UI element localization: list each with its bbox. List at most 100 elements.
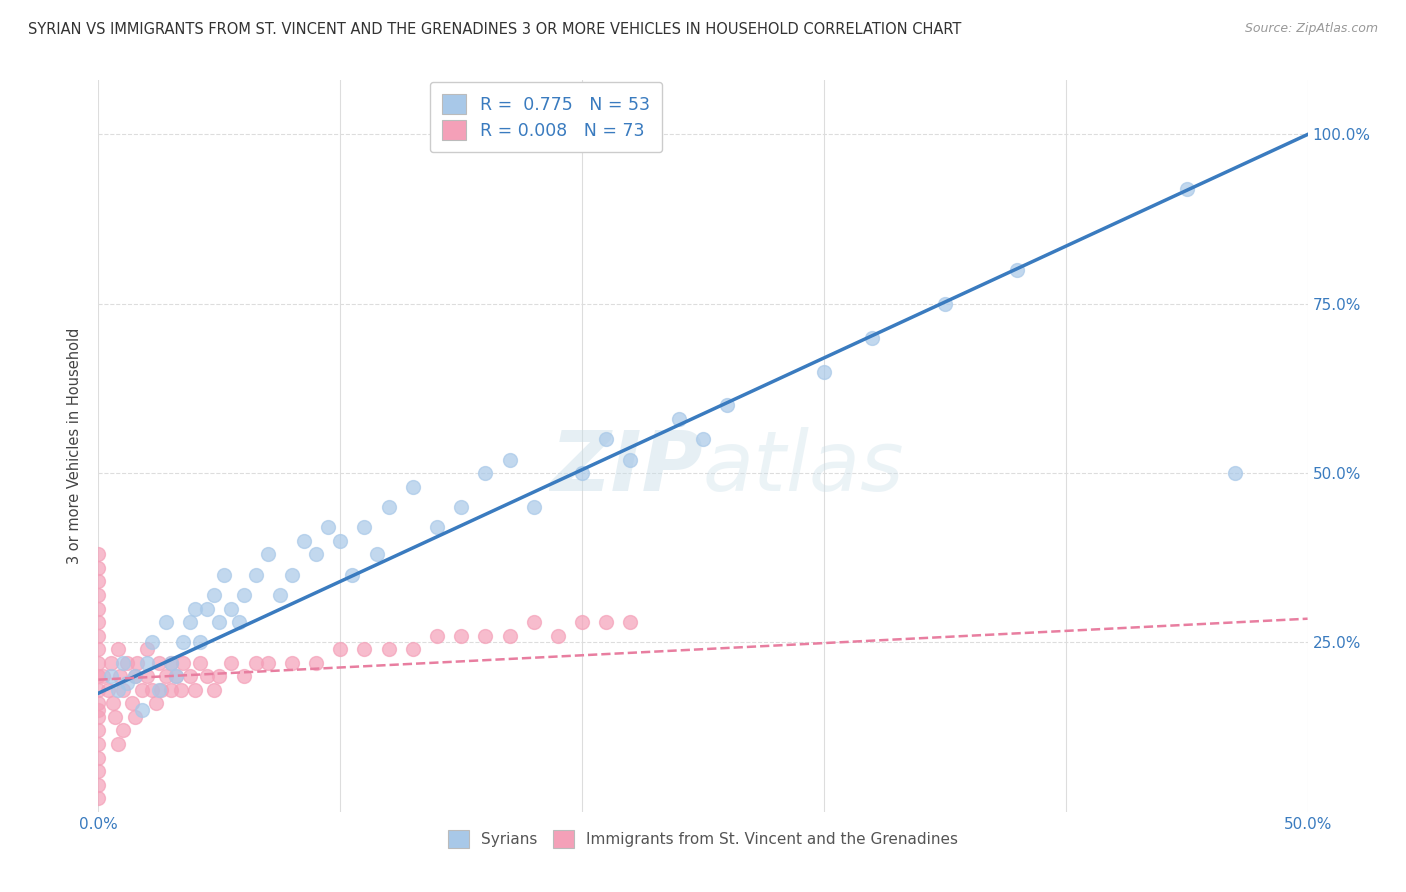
Point <box>316 520 339 534</box>
Point <box>127 656 149 670</box>
Point <box>292 533 315 548</box>
Point <box>668 412 690 426</box>
Point <box>87 682 110 697</box>
Point <box>595 432 617 446</box>
Point <box>353 520 375 534</box>
Point <box>305 547 328 561</box>
Point <box>934 297 956 311</box>
Point <box>1175 181 1198 195</box>
Point <box>141 682 163 697</box>
Point <box>184 601 207 615</box>
Y-axis label: 3 or more Vehicles in Household: 3 or more Vehicles in Household <box>67 328 83 564</box>
Point <box>87 750 110 764</box>
Point <box>121 697 143 711</box>
Point <box>402 642 425 657</box>
Point <box>172 635 194 649</box>
Point <box>117 656 139 670</box>
Point <box>160 682 183 697</box>
Point <box>155 669 177 683</box>
Point <box>523 615 546 629</box>
Point <box>1223 466 1246 480</box>
Point <box>145 697 167 711</box>
Point <box>87 642 110 657</box>
Point <box>305 656 328 670</box>
Point <box>87 629 110 643</box>
Point <box>342 567 364 582</box>
Point <box>281 656 304 670</box>
Point <box>87 737 110 751</box>
Point <box>148 656 170 670</box>
Point <box>232 588 254 602</box>
Point <box>111 682 134 697</box>
Point <box>184 682 207 697</box>
Point <box>208 669 231 683</box>
Text: Source: ZipAtlas.com: Source: ZipAtlas.com <box>1244 22 1378 36</box>
Point <box>208 615 231 629</box>
Point <box>107 642 129 657</box>
Point <box>104 710 127 724</box>
Point <box>179 615 201 629</box>
Point <box>353 642 375 657</box>
Point <box>87 697 110 711</box>
Point <box>450 629 472 643</box>
Point <box>619 615 641 629</box>
Point <box>155 615 177 629</box>
Point <box>232 669 254 683</box>
Point <box>160 656 183 670</box>
Point <box>619 452 641 467</box>
Point <box>87 561 110 575</box>
Point <box>165 669 187 683</box>
Point <box>100 669 122 683</box>
Point <box>135 642 157 657</box>
Point <box>107 737 129 751</box>
Point <box>256 547 278 561</box>
Point <box>269 588 291 602</box>
Legend: Syrians, Immigrants from St. Vincent and the Grenadines: Syrians, Immigrants from St. Vincent and… <box>440 822 966 855</box>
Point <box>101 697 124 711</box>
Point <box>498 629 520 643</box>
Text: ZIP: ZIP <box>550 427 703 508</box>
Point <box>188 635 211 649</box>
Point <box>87 703 110 717</box>
Point <box>135 656 157 670</box>
Point <box>87 601 110 615</box>
Point <box>245 656 267 670</box>
Point <box>221 656 243 670</box>
Point <box>692 432 714 446</box>
Point <box>150 682 173 697</box>
Point <box>135 669 157 683</box>
Point <box>474 466 496 480</box>
Point <box>813 364 835 378</box>
Point <box>256 656 278 670</box>
Point <box>426 520 449 534</box>
Point <box>91 669 114 683</box>
Point <box>547 629 569 643</box>
Point <box>131 682 153 697</box>
Point <box>124 710 146 724</box>
Text: atlas: atlas <box>703 427 904 508</box>
Point <box>195 601 218 615</box>
Point <box>860 331 883 345</box>
Point <box>402 480 425 494</box>
Point <box>165 669 187 683</box>
Point <box>160 656 183 670</box>
Point <box>204 588 226 602</box>
Point <box>523 500 546 514</box>
Point <box>108 669 131 683</box>
Point <box>188 656 211 670</box>
Point <box>100 656 122 670</box>
Point <box>212 567 235 582</box>
Point <box>571 466 593 480</box>
Point <box>571 615 593 629</box>
Point <box>281 567 304 582</box>
Point <box>87 656 110 670</box>
Point <box>97 682 120 697</box>
Point <box>87 778 110 792</box>
Point <box>377 500 399 514</box>
Point <box>498 452 520 467</box>
Point <box>87 547 110 561</box>
Point <box>228 615 250 629</box>
Point <box>450 500 472 514</box>
Point <box>141 635 163 649</box>
Point <box>87 723 110 738</box>
